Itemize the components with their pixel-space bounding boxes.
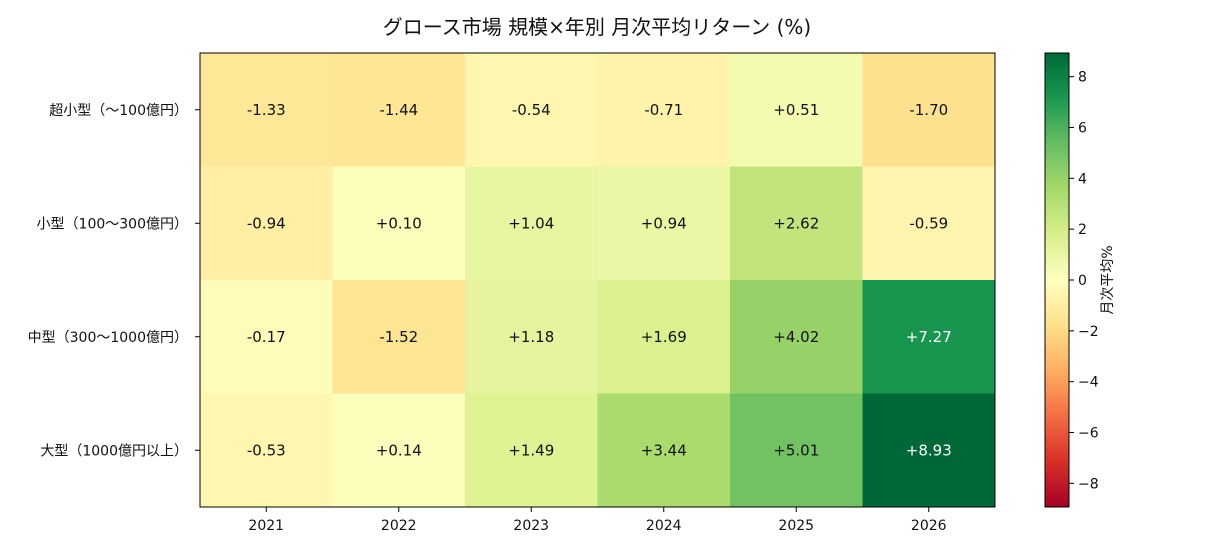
cell-value-label: +3.44	[641, 441, 687, 459]
cell-value-label: +0.10	[376, 214, 422, 232]
cell-value-label: +8.93	[906, 441, 952, 459]
colorbar	[1044, 52, 1070, 508]
heatmap-cell	[200, 393, 333, 508]
cell-value-label: -0.94	[247, 214, 286, 232]
x-tick-label: 2025	[778, 518, 814, 534]
cell-value-label: +7.27	[906, 328, 952, 346]
heatmap-cell	[200, 53, 333, 167]
x-axis: 2021 2022 2023 2024 2025 2026	[248, 507, 947, 534]
chart-title: グロース市場 規模×年別 月次平均リターン (%)	[383, 15, 811, 39]
x-tick-label: 2021	[248, 518, 284, 534]
heatmap-cell	[730, 280, 863, 394]
colorbar-tick-label: −4	[1078, 375, 1099, 391]
colorbar-tick-label: −6	[1078, 426, 1099, 442]
cell-value-label: +4.02	[773, 328, 819, 346]
cell-value-label: -0.54	[512, 101, 551, 119]
y-tick-label: 小型（100～300億円）	[37, 216, 188, 232]
y-tick-label: 中型（300～1000億円）	[28, 330, 188, 346]
cell-value-label: +0.94	[641, 214, 687, 232]
plot-frame	[199, 52, 996, 508]
heatmap-cell	[465, 280, 598, 394]
heatmap-cell	[862, 280, 996, 394]
heatmap-cell	[597, 393, 731, 508]
colorbar-tick-label: 2	[1078, 222, 1087, 238]
heatmap-cell	[730, 166, 863, 281]
cell-value-label: -1.44	[379, 101, 418, 119]
heatmap-cell	[332, 53, 466, 167]
heatmap-cell	[730, 393, 863, 508]
heatmap-cell	[200, 280, 333, 394]
cell-value-label: +1.04	[508, 214, 554, 232]
colorbar-tick-label: 8	[1078, 70, 1087, 86]
cell-value-label: -0.71	[644, 101, 683, 119]
cell-value-label: -1.52	[379, 328, 418, 346]
cell-value-label: +1.18	[508, 328, 554, 346]
heatmap-cell	[862, 393, 996, 508]
cell-value-label: -1.70	[909, 101, 948, 119]
cell-value-label: -0.17	[247, 328, 286, 346]
cell-value-label: +0.14	[376, 441, 422, 459]
heatmap-cell	[862, 53, 996, 167]
heatmap-cell	[465, 166, 598, 281]
y-tick-label: 超小型（～100億円）	[49, 103, 188, 119]
cell-value-label: -1.33	[247, 101, 286, 119]
x-tick-label: 2024	[646, 518, 682, 534]
heatmap-cells: -1.33 -1.44 -0.54 -0.71 +0.51 -1.70 -0.94 +0.10…	[200, 53, 996, 508]
colorbar-tick-label: −8	[1078, 476, 1099, 492]
heatmap-cell	[465, 393, 598, 508]
colorbar-tick-label: 0	[1078, 273, 1087, 289]
x-tick-label: 2023	[513, 518, 549, 534]
heatmap-cell	[597, 280, 731, 394]
heatmap-cell	[332, 393, 466, 508]
heatmap-cell	[332, 280, 466, 394]
cell-value-label: +1.49	[508, 441, 554, 459]
heatmap-cell	[862, 166, 996, 281]
y-axis: 超小型（～100億円） 小型（100～300億円） 中型（300～1000億円） 大型…	[28, 103, 200, 459]
colorbar-axis: −8 −6 −4 −2 0 2 4 6 8	[1069, 70, 1099, 492]
colorbar-tick-label: 6	[1078, 120, 1087, 136]
heatmap-cell	[465, 53, 598, 167]
cell-value-label: +2.62	[773, 214, 819, 232]
cell-value-label: -0.59	[909, 214, 948, 232]
colorbar-tick-label: 4	[1078, 171, 1087, 187]
heatmap-cell	[730, 53, 863, 167]
heatmap-cell	[332, 166, 466, 281]
colorbar-label: 月次平均%	[1100, 245, 1116, 314]
x-tick-label: 2026	[911, 518, 947, 534]
heatmap-cell	[597, 53, 731, 167]
cell-value-label: +1.69	[641, 328, 687, 346]
heatmap-cell	[200, 166, 333, 281]
colorbar-tick-label: −2	[1078, 324, 1099, 340]
heatmap-cell	[597, 166, 731, 281]
cell-value-label: +5.01	[773, 441, 819, 459]
x-tick-label: 2022	[381, 518, 417, 534]
y-tick-label: 大型（1000億円以上）	[40, 443, 188, 459]
cell-value-label: +0.51	[773, 101, 819, 119]
cell-value-label: -0.53	[247, 441, 286, 459]
